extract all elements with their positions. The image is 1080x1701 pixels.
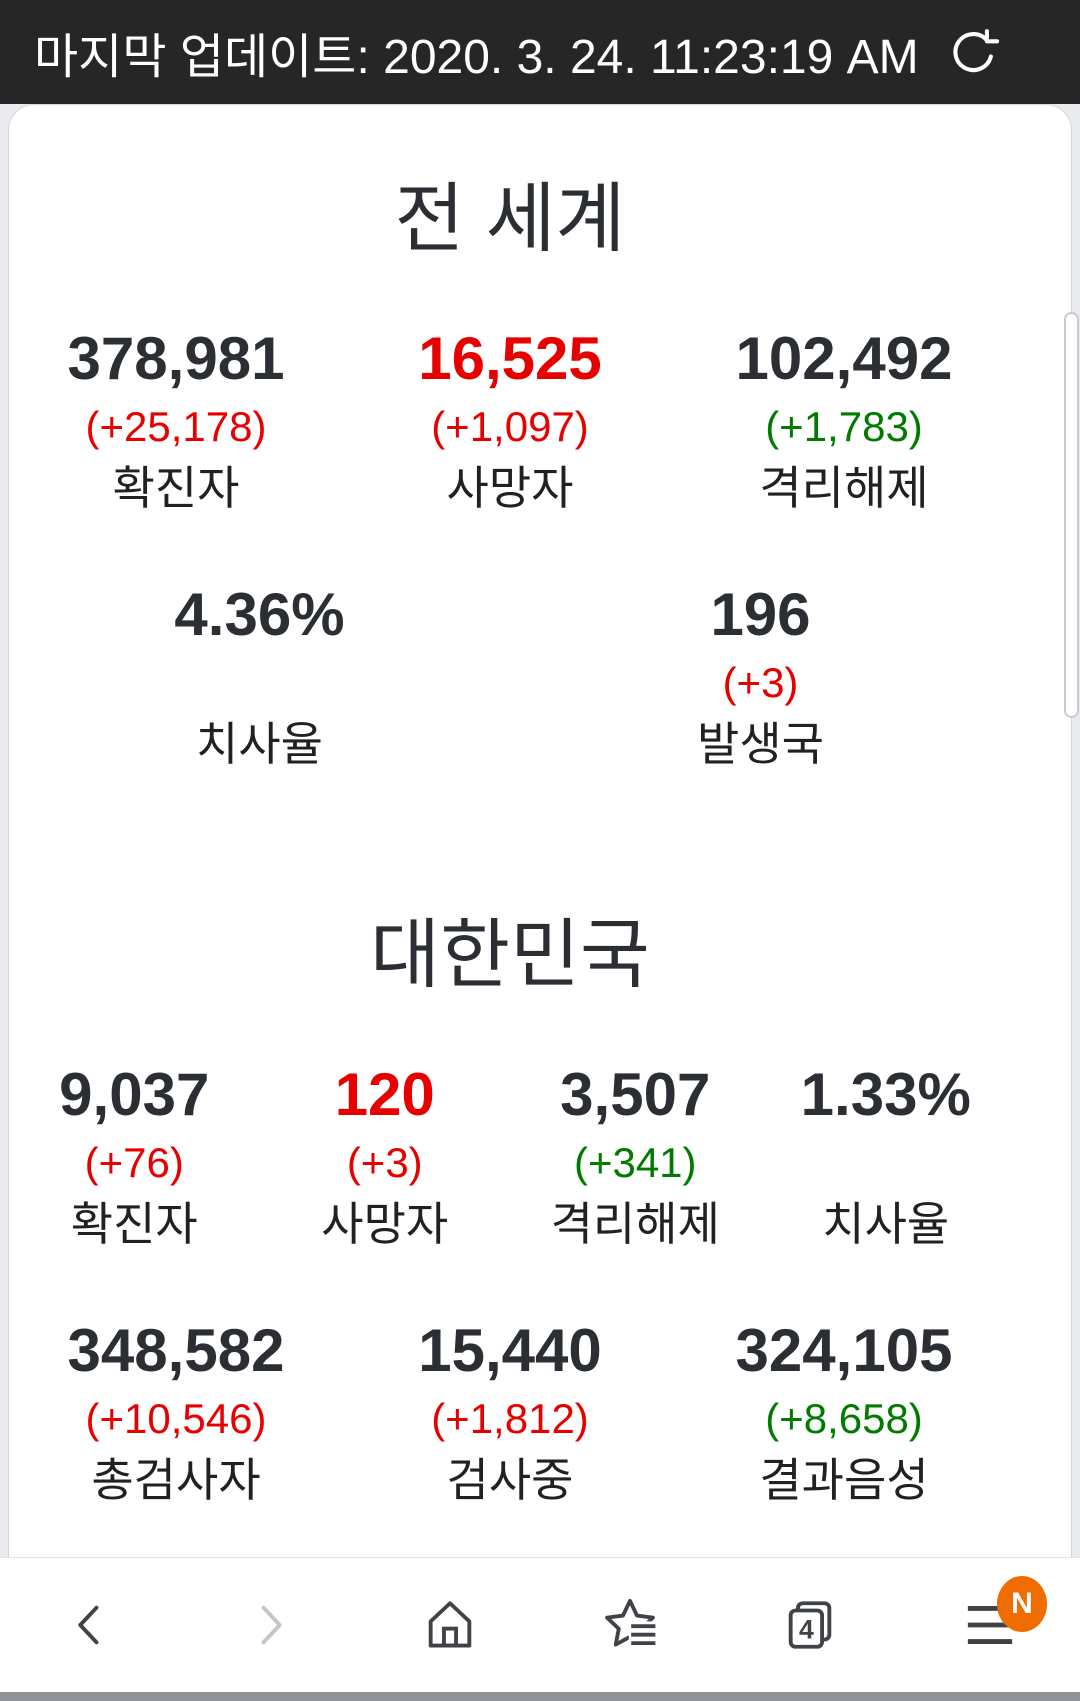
stat-delta: (+1,097) [431,403,589,450]
stat-delta: (+76) [84,1139,184,1186]
refresh-icon [947,25,1001,79]
stat-world-confirmed: 378,981 (+25,178) 확진자 [9,319,343,519]
stat-value: 3,507 [560,1061,711,1128]
stats-card: 전 세계 378,981 (+25,178) 확진자 16,525 (+1,09… [8,104,1072,1557]
stat-value: 348,582 [67,1317,285,1384]
stat-korea-released: 3,507 (+341) 격리해제 [510,1055,761,1255]
home-button[interactable] [360,1558,540,1692]
stat-delta: (+1,783) [765,403,923,450]
refresh-button[interactable] [947,25,1001,79]
stat-value: 102,492 [735,325,953,392]
forward-button[interactable] [180,1558,360,1692]
stat-delta: (+1,812) [431,1395,589,1442]
tabs-button[interactable]: 4 [720,1558,900,1692]
stat-korea-total-tested: 348,582 (+10,546) 총검사자 [9,1311,343,1511]
stat-korea-deaths: 120 (+3) 사망자 [260,1055,511,1255]
world-stats-row-2: 4.36% 치사율 196 (+3) 발생국 [9,575,1011,775]
menu-button[interactable]: N [900,1558,1080,1692]
korea-section-title: 대한민국 [370,913,650,998]
korea-section: 대한민국 9,037 (+76) 확진자 120 (+3) 사망자 3,507 [9,893,1011,1511]
stat-value: 196 [710,581,811,648]
browser-viewport: 전 세계 378,981 (+25,178) 확진자 16,525 (+1,09… [0,104,1080,1557]
stat-delta [9,655,510,711]
tabs-icon: 4 [781,1596,839,1654]
stat-label: 발생국 [697,718,824,770]
back-button[interactable] [0,1558,180,1692]
stat-korea-confirmed: 9,037 (+76) 확진자 [9,1055,260,1255]
stat-label: 격리해제 [759,462,929,514]
stat-label: 격리해제 [550,1198,720,1250]
bookmark-star-icon [601,1596,659,1654]
stat-world-fatality-rate: 4.36% 치사율 [9,575,510,775]
stat-world-countries: 196 (+3) 발생국 [510,575,1011,775]
stat-label: 확진자 [112,462,240,514]
stat-label: 사망자 [446,462,574,514]
stat-label: 사망자 [321,1198,449,1250]
home-icon [421,1596,479,1654]
stat-korea-testing: 15,440 (+1,812) 검사중 [343,1311,677,1511]
stat-delta: (+25,178) [85,403,267,450]
world-stats-row-1: 378,981 (+25,178) 확진자 16,525 (+1,097) 사망… [9,319,1011,519]
stat-delta: (+8,658) [765,1395,923,1442]
stat-korea-fatality-rate: 1.33% 치사율 [761,1055,1012,1255]
stat-world-deaths: 16,525 (+1,097) 사망자 [343,319,677,519]
last-updated-text: 마지막 업데이트: 2020. 3. 24. 11:23:19 AM [34,31,919,84]
world-section-title: 전 세계 [394,177,626,262]
stat-value: 1.33% [800,1061,971,1128]
stat-world-released: 102,492 (+1,783) 격리해제 [677,319,1011,519]
stat-label: 총검사자 [91,1454,261,1506]
stat-label: 치사율 [196,718,323,770]
korea-stats-row-1: 9,037 (+76) 확진자 120 (+3) 사망자 3,507 (+341… [9,1055,1011,1255]
world-section: 전 세계 378,981 (+25,178) 확진자 16,525 (+1,09… [9,157,1011,775]
stat-value: 16,525 [418,325,602,392]
stat-label: 치사율 [822,1198,950,1250]
stat-value: 120 [334,1061,435,1128]
stat-value: 378,981 [67,325,285,392]
stat-value: 15,440 [418,1317,602,1384]
tabs-count: 4 [799,1614,814,1644]
bookmarks-button[interactable] [540,1558,720,1692]
update-bar: 마지막 업데이트: 2020. 3. 24. 11:23:19 AM [0,0,1080,104]
stat-korea-negative: 324,105 (+8,658) 결과음성 [677,1311,1011,1511]
stat-delta [761,1135,1012,1191]
stat-value: 4.36% [174,581,345,648]
stat-delta: (+3) [722,659,799,706]
naver-badge: N [997,1576,1047,1632]
stat-value: 324,105 [735,1317,953,1384]
korea-stats-row-2: 348,582 (+10,546) 총검사자 15,440 (+1,812) 검… [9,1311,1011,1511]
stat-delta: (+3) [346,1139,423,1186]
stat-delta: (+10,546) [85,1395,267,1442]
stat-value: 9,037 [59,1061,210,1128]
stat-label: 결과음성 [759,1454,929,1506]
browser-nav-bar: 4 N [0,1557,1080,1692]
forward-chevron-icon [244,1599,296,1651]
stat-delta: (+341) [573,1139,697,1186]
back-chevron-icon [64,1599,116,1651]
scrollbar-thumb[interactable] [1064,312,1079,718]
stat-label: 검사중 [446,1454,574,1506]
stat-label: 확진자 [70,1198,198,1250]
screen-edge-strip [0,1692,1080,1701]
